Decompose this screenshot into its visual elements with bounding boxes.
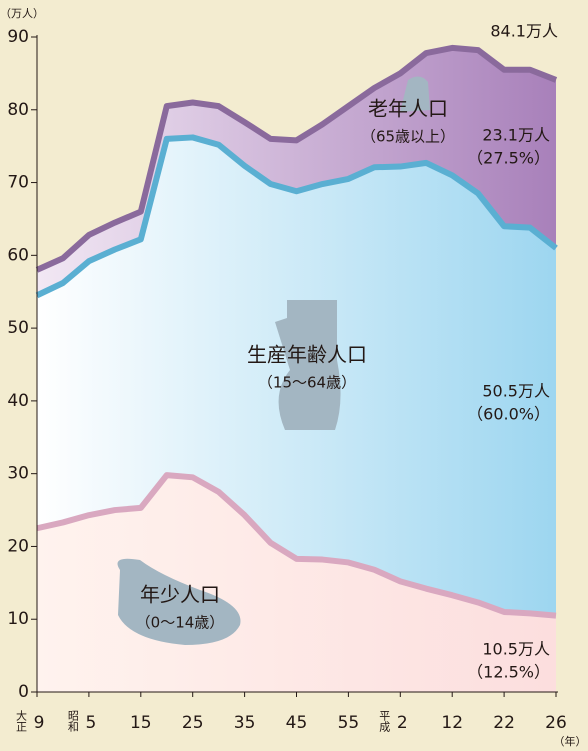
series-line <box>36 472 557 619</box>
era-label: 大正 <box>15 709 28 732</box>
silhouettes <box>117 76 430 645</box>
series-sub-label: （15〜64歳） <box>258 374 356 392</box>
series-name: 生産年齢人口 <box>247 343 367 367</box>
x-axis-unit: （年） <box>554 734 587 748</box>
y-tick-label: 30 <box>7 464 29 484</box>
era-label: 平成 <box>378 710 391 733</box>
value-label: 23.1万人 <box>482 126 550 145</box>
value-label: 10.5万人 <box>482 640 550 659</box>
x-tick-label: 9 <box>34 713 45 733</box>
share-label: （27.5%） <box>467 149 550 168</box>
x-tick-label: 22 <box>493 713 515 733</box>
series-line <box>35 44 558 273</box>
total-label: 84.1万人 <box>490 21 558 40</box>
y-tick-label: 60 <box>7 245 29 265</box>
series-sub-label: （65歳以上） <box>361 128 455 146</box>
series-name: 年少人口 <box>140 583 220 607</box>
elder-silhouette <box>400 76 430 112</box>
y-tick-label: 90 <box>7 27 29 47</box>
share-label: （60.0%） <box>467 405 550 424</box>
y-tick-label: 50 <box>7 318 29 338</box>
x-tick-label: 2 <box>397 713 408 733</box>
share-label: （12.5%） <box>467 663 550 682</box>
x-tick-label: 5 <box>85 713 96 733</box>
child-silhouette <box>117 558 241 645</box>
x-tick-label: 15 <box>130 713 152 733</box>
x-tick-label: 55 <box>338 713 360 733</box>
x-tick-label: 12 <box>441 713 463 733</box>
series-line <box>35 134 558 299</box>
y-tick-label: 0 <box>18 682 29 702</box>
y-tick-label: 70 <box>7 173 29 193</box>
y-axis-unit: （万人） <box>0 7 44 20</box>
adult-silhouette <box>275 300 341 430</box>
y-tick-label: 10 <box>7 609 29 629</box>
x-tick-label: 25 <box>182 713 204 733</box>
era-label: 昭和 <box>66 710 79 733</box>
y-tick-label: 40 <box>7 391 29 411</box>
x-tick-label: 45 <box>286 713 308 733</box>
x-tick-label: 26 <box>545 713 567 733</box>
y-tick-label: 20 <box>7 536 29 556</box>
x-tick-label: 35 <box>234 713 256 733</box>
series-sub-label: （0〜14歳） <box>136 614 225 632</box>
series-name: 老年人口 <box>368 97 448 121</box>
value-label: 50.5万人 <box>482 382 550 401</box>
y-tick-label: 80 <box>7 100 29 120</box>
